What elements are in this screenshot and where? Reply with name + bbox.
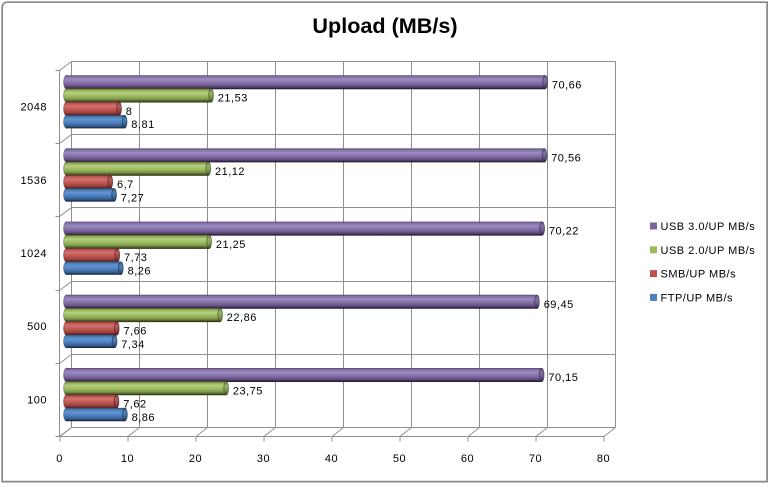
svg-text:7,66: 7,66 — [124, 325, 147, 337]
svg-text:70: 70 — [529, 453, 542, 465]
svg-text:0: 0 — [56, 453, 63, 465]
svg-text:8,26: 8,26 — [128, 266, 151, 278]
svg-text:7,34: 7,34 — [121, 339, 144, 351]
svg-text:70,56: 70,56 — [551, 152, 581, 164]
svg-text:8: 8 — [126, 106, 133, 118]
svg-text:500: 500 — [27, 321, 47, 333]
svg-text:100: 100 — [27, 394, 47, 406]
svg-text:7,27: 7,27 — [121, 192, 144, 204]
svg-text:70,22: 70,22 — [549, 226, 579, 238]
svg-text:Upload (MB/s): Upload (MB/s) — [312, 13, 457, 38]
svg-text:22,86: 22,86 — [227, 312, 257, 324]
svg-text:30: 30 — [257, 453, 270, 465]
svg-text:7,62: 7,62 — [123, 399, 146, 411]
svg-text:USB 3.0/UP MB/s: USB 3.0/UP MB/s — [661, 221, 756, 233]
svg-text:20: 20 — [189, 453, 202, 465]
svg-text:21,53: 21,53 — [218, 93, 248, 105]
svg-text:70,15: 70,15 — [548, 372, 578, 384]
svg-text:23,75: 23,75 — [233, 385, 263, 397]
svg-text:21,12: 21,12 — [215, 166, 245, 178]
svg-text:10: 10 — [121, 453, 134, 465]
svg-text:70,66: 70,66 — [552, 79, 582, 91]
svg-text:SMB/UP MB/s: SMB/UP MB/s — [661, 269, 737, 281]
svg-text:7,73: 7,73 — [124, 252, 147, 264]
svg-text:21,25: 21,25 — [216, 239, 246, 251]
svg-text:6,7: 6,7 — [117, 179, 134, 191]
svg-text:60: 60 — [461, 453, 474, 465]
svg-text:FTP/UP MB/s: FTP/UP MB/s — [661, 292, 734, 304]
svg-text:8,81: 8,81 — [131, 119, 154, 131]
svg-text:USB 2.0/UP MB/s: USB 2.0/UP MB/s — [661, 245, 756, 257]
svg-text:2048: 2048 — [21, 102, 47, 114]
svg-text:40: 40 — [325, 453, 338, 465]
svg-text:80: 80 — [597, 453, 610, 465]
svg-text:8,86: 8,86 — [132, 412, 155, 424]
svg-text:69,45: 69,45 — [544, 299, 574, 311]
svg-text:1536: 1536 — [21, 175, 47, 187]
svg-text:50: 50 — [393, 453, 406, 465]
svg-text:1024: 1024 — [21, 248, 47, 260]
